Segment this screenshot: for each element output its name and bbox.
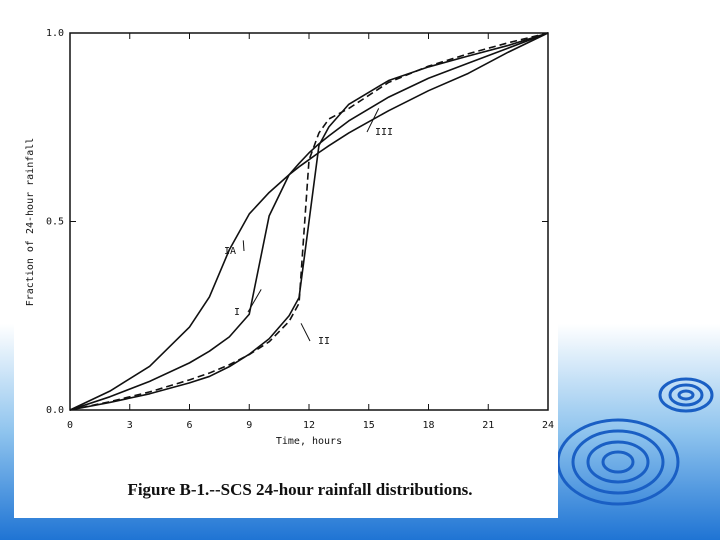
x-tick-label: 21 — [482, 420, 494, 431]
x-axis-label: Time, hours — [276, 436, 342, 447]
label-leader — [300, 323, 311, 342]
figure-panel — [14, 20, 558, 518]
x-tick-label: 24 — [542, 420, 554, 431]
series-label: IA — [224, 246, 236, 257]
x-tick-label: 0 — [67, 420, 73, 431]
series-line — [69, 32, 549, 411]
y-tick-label: 0.5 — [46, 217, 64, 228]
y-axis-label: Fraction of 24-hour rainfall — [25, 138, 36, 307]
label-leader — [242, 240, 245, 252]
series-line — [69, 32, 549, 411]
x-tick-label: 15 — [363, 420, 375, 431]
series-label: III — [375, 127, 393, 138]
series-line — [69, 32, 549, 411]
x-tick-label: 3 — [127, 420, 133, 431]
figure-caption: Figure B-1.--SCS 24-hour rainfall distri… — [127, 480, 472, 499]
x-tick-label: 18 — [422, 420, 434, 431]
y-tick-label: 0.0 — [46, 405, 64, 416]
x-tick-label: 12 — [303, 420, 315, 431]
series-label: II — [318, 336, 330, 347]
y-tick-label: 1.0 — [46, 28, 64, 39]
label-leader — [247, 289, 262, 313]
label-leader — [366, 108, 380, 133]
x-tick-label: 6 — [186, 420, 192, 431]
series-label: I — [234, 307, 240, 318]
x-tick-label: 9 — [246, 420, 252, 431]
